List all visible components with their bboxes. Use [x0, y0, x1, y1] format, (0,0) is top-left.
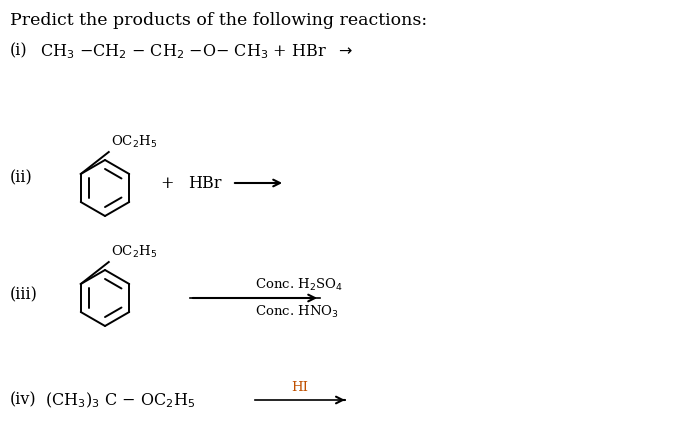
Text: (iii): (iii)	[10, 286, 38, 304]
Text: (CH$_3$)$_3$ C $-$ OC$_2$H$_5$: (CH$_3$)$_3$ C $-$ OC$_2$H$_5$	[45, 390, 196, 410]
Text: HI: HI	[292, 381, 308, 394]
Text: Predict the products of the following reactions:: Predict the products of the following re…	[10, 12, 427, 29]
Text: (iv): (iv)	[10, 391, 37, 409]
Text: Conc. H$_2$SO$_4$: Conc. H$_2$SO$_4$	[255, 277, 343, 293]
Text: CH$_3$ $-$CH$_2$ $-$ CH$_2$ $-$O$-$ CH$_3$ + HBr  $\rightarrow$: CH$_3$ $-$CH$_2$ $-$ CH$_2$ $-$O$-$ CH$_…	[40, 42, 352, 61]
Text: HBr: HBr	[188, 175, 222, 191]
Text: OC$_2$H$_5$: OC$_2$H$_5$	[111, 244, 157, 260]
Text: +: +	[160, 175, 173, 191]
Text: (i): (i)	[10, 42, 28, 59]
Text: Conc. HNO$_3$: Conc. HNO$_3$	[255, 304, 339, 320]
Text: (ii): (ii)	[10, 169, 32, 187]
Text: OC$_2$H$_5$: OC$_2$H$_5$	[111, 134, 157, 150]
